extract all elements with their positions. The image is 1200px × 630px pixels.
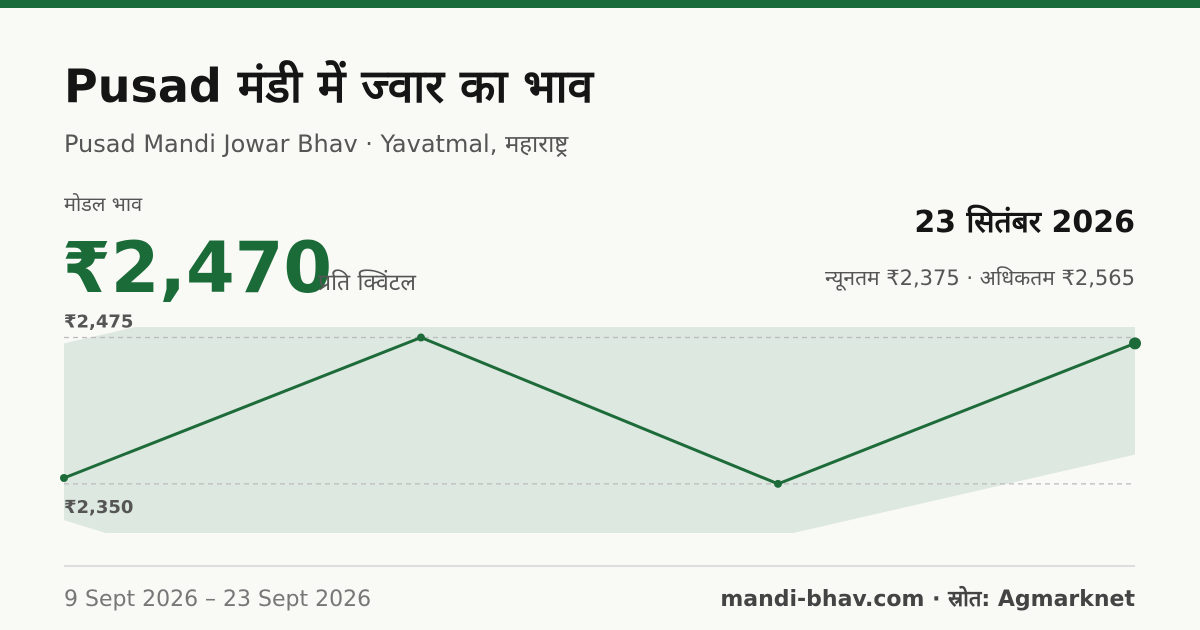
point xyxy=(60,473,68,482)
period: 9 Sept 2026 – 23 Sept 2026 xyxy=(64,587,371,612)
point xyxy=(417,333,425,342)
point xyxy=(774,479,782,488)
date: 23 सितंबर 2026 xyxy=(914,204,1135,240)
subtitle: Pusad Mandi Jowar Bhav · Yavatmal, महारा… xyxy=(64,130,569,158)
line xyxy=(63,336,1136,486)
y-tick-label: ₹2,350 xyxy=(64,497,133,518)
min-max: न्यूनतम ₹2,375 · अधिकतम ₹2,565 xyxy=(825,266,1135,291)
title: Pusad मंडी में ज्वार का भाव xyxy=(64,59,595,113)
unit: प्रति क्विंटल xyxy=(318,269,416,296)
source: mandi-bhav.com · स्रोत: Agmarknet xyxy=(720,585,1135,612)
point xyxy=(1129,337,1141,350)
price-label: मोडल भाव xyxy=(64,192,143,216)
price: ₹2,470 xyxy=(62,227,332,309)
plot: ₹2,475 ₹2,350 xyxy=(60,312,1141,533)
top-bar xyxy=(0,0,1200,8)
y-tick-label: ₹2,475 xyxy=(64,312,133,333)
range-band xyxy=(64,327,1135,533)
